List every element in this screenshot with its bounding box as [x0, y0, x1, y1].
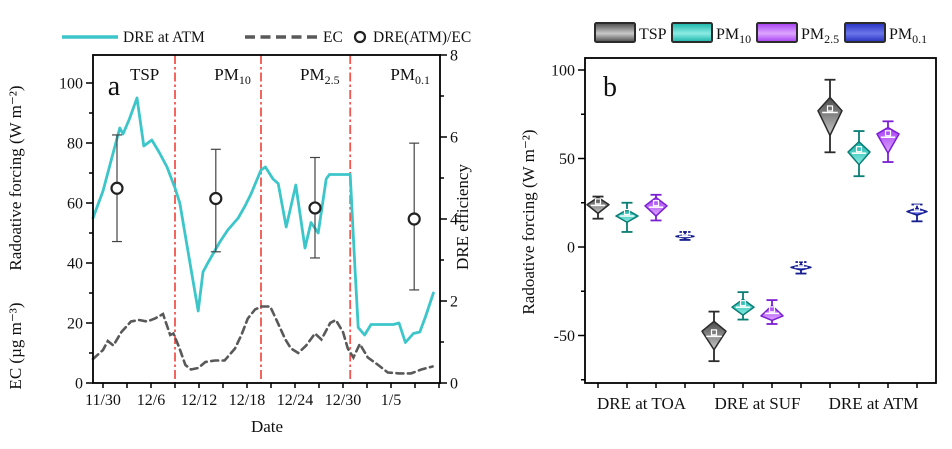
panel-b-border [584, 57, 937, 384]
region-label-2: PM10 [214, 65, 251, 87]
violin-body [876, 126, 900, 154]
mean-marker [768, 306, 776, 313]
legend-swatch-PM0.1 [844, 22, 886, 43]
mean-marker [594, 198, 602, 205]
mean-marker [652, 200, 660, 207]
y-left-tick-label: 40 [67, 256, 83, 273]
violin-PM2.5-DRE-at-ATM [876, 120, 900, 163]
violin-body [817, 96, 843, 137]
violin-body [701, 320, 727, 351]
y-left-tick-label: 80 [67, 136, 83, 153]
mean-marker [710, 329, 718, 336]
panel-a-border [92, 54, 441, 384]
dre-efficiency-point-3 [308, 156, 322, 259]
panel-a-letter: a [108, 71, 121, 102]
x-tick-label: 12/6 [137, 392, 165, 409]
mean-marker [884, 130, 892, 137]
category-label-1: DRE at TOA [597, 394, 687, 413]
category-label-3: DRE at ATM [829, 394, 919, 413]
violin-PM10-DRE-at-ATM [847, 130, 871, 178]
mean-marker [826, 105, 834, 112]
mean-marker [739, 300, 747, 307]
y-left-tick-label: 0 [75, 376, 83, 393]
panel-a-y-left-label-ec: EC (µg m⁻³) [6, 302, 25, 390]
category-label-2: DRE at SUF [715, 394, 801, 413]
y-left-tick-label: 60 [67, 196, 83, 213]
dre-efficiency-point-1 [110, 134, 124, 243]
legend-label-dre-atm: DRE at ATM [123, 29, 205, 46]
open-circle-marker [308, 201, 322, 215]
open-circle-marker [407, 212, 421, 226]
violin-PM10-DRE-at-SUF [731, 291, 755, 321]
open-circle-marker [209, 191, 223, 206]
mean-marker [797, 260, 805, 267]
panel-a-chart: 0 20 40 60 80 100 0 2 4 6 8 11/30 12/6 12/12 12/18 12/2… [59, 29, 471, 409]
y-left-tick-label: 20 [67, 316, 83, 333]
y-left-tick-label: 100 [59, 76, 83, 93]
panel-a-x-axis-label: Date [250, 417, 284, 436]
panel-a-y-left-label-radiative: Radoative forcing (W m⁻²) [6, 85, 25, 271]
y-tick-label: 50 [559, 151, 575, 168]
mean-marker [623, 208, 631, 216]
panel-b-letter: b [603, 72, 617, 103]
violin-TSP-DRE-at-TOA [586, 195, 610, 220]
x-tick-label: 12/12 [181, 392, 217, 409]
violin-TSP-DRE-at-ATM [817, 78, 843, 154]
y-right-tick-label: 6 [450, 130, 458, 147]
panel-b-legend: TSP PM10 PM2.5 PM0.1 [594, 22, 927, 46]
x-tick-label: 11/30 [85, 392, 121, 409]
legend-label-PM0.1: PM0.1 [889, 26, 927, 46]
legend-label-PM10: PM10 [716, 26, 751, 46]
legend-label-TSP: TSP [639, 26, 667, 43]
x-tick-label: 12/18 [229, 392, 265, 409]
x-tick-label: 12/24 [277, 392, 313, 409]
dre-efficiency-point-2 [209, 148, 223, 253]
region-label-1: TSP [130, 65, 159, 84]
y-tick-label: 100 [551, 63, 575, 80]
legend-circle-swatch [353, 30, 367, 44]
y-tick-label: -50 [554, 328, 575, 345]
panel-a-legend: DRE at ATM EC DRE(ATM)/EC [62, 29, 471, 46]
region-label-3: PM2.5 [300, 65, 340, 87]
violin-TSP-DRE-at-SUF [701, 310, 727, 363]
mean-marker [913, 204, 921, 211]
violin-PM0.1-DRE-at-ATM [906, 203, 928, 223]
legend-label-PM2.5: PM2.5 [801, 26, 839, 46]
mean-marker [855, 146, 863, 153]
violin-PM10-DRE-at-TOA [615, 201, 639, 233]
mean-marker [681, 229, 689, 236]
ec-line [91, 305, 434, 375]
legend-label-ec: EC [323, 29, 343, 46]
violin-PM0.1-DRE-at-TOA [675, 229, 695, 241]
violin-PM2.5-DRE-at-TOA [644, 193, 668, 222]
violin-PM2.5-DRE-at-SUF [760, 299, 784, 325]
panel-b-y-label: Radoative forcing (W m⁻²) [519, 129, 538, 315]
panel-b-chart: -50 0 50 100 DRE at TOA DRE at SUF DRE at ATM b… [551, 22, 937, 413]
region-label-4: PM0.1 [390, 65, 430, 87]
panel-a-y-right-label: DRE efficiency [453, 164, 472, 270]
x-tick-label: 12/30 [325, 392, 361, 409]
legend-swatch-PM2.5 [756, 22, 798, 43]
dre-efficiency-point-4 [407, 142, 421, 291]
dre-atm-line [91, 96, 435, 344]
y-right-tick-label: 2 [450, 294, 458, 311]
violin-PM0.1-DRE-at-SUF [790, 260, 812, 275]
x-tick-label: 1/5 [381, 392, 401, 409]
y-right-tick-label: 0 [450, 376, 458, 393]
legend-swatch-TSP [594, 22, 636, 43]
open-circle-marker [110, 181, 124, 195]
y-right-tick-label: 8 [450, 48, 458, 65]
y-right-tick-label: 4 [450, 212, 458, 229]
legend-label-dre-atm-ec: DRE(ATM)/EC [373, 29, 471, 46]
y-tick-label: 0 [567, 240, 575, 257]
legend-swatch-PM10 [671, 22, 713, 43]
